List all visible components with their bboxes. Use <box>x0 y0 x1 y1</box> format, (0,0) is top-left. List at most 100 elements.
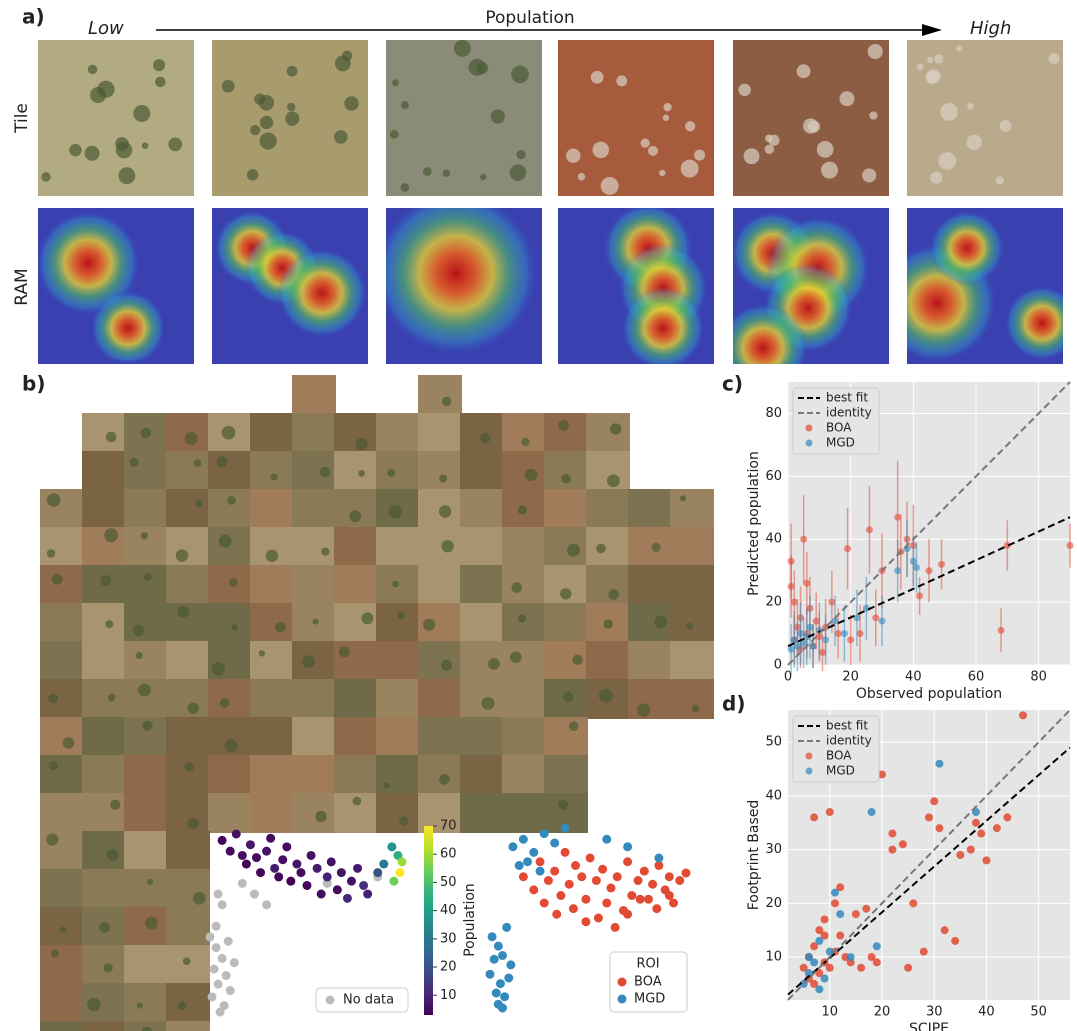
mosaic-tile <box>82 717 126 757</box>
embedding-point <box>544 876 553 885</box>
mosaic-tile <box>334 679 378 719</box>
embedding-point <box>226 986 235 995</box>
y-axis-label: Predicted population <box>746 451 762 596</box>
mosaic-tile <box>166 679 210 719</box>
embedding-point <box>561 824 570 833</box>
mosaic-texture <box>510 651 522 663</box>
embedding-point <box>395 868 404 877</box>
tile-texture <box>1000 120 1012 132</box>
tile-texture <box>956 46 962 52</box>
mosaic-tile <box>460 755 504 795</box>
mosaic-tile <box>208 603 252 643</box>
mosaic-tile <box>166 717 210 757</box>
mosaic-tile <box>250 717 294 757</box>
mosaic-tile <box>670 603 714 643</box>
y-tick-label: 40 <box>765 788 782 803</box>
tile-texture <box>116 142 133 159</box>
mosaic-tile <box>376 641 420 681</box>
mosaic-tile <box>124 489 168 529</box>
data-point <box>821 915 829 923</box>
embedding-point <box>623 842 632 851</box>
embedding-point <box>270 864 279 873</box>
tile-texture <box>392 79 399 86</box>
tile-texture <box>335 56 351 72</box>
x-tick-label: 40 <box>978 1005 995 1020</box>
mosaic-texture <box>63 737 75 749</box>
mosaic-tile <box>544 603 588 643</box>
embedding-point <box>550 867 559 876</box>
tile-texture <box>480 174 486 180</box>
mosaic-texture <box>195 500 203 508</box>
mosaic-tile <box>418 679 462 719</box>
mosaic-tile <box>334 489 378 529</box>
tile-texture <box>996 176 1004 184</box>
mosaic-tile <box>460 413 504 453</box>
mosaic-tile <box>250 565 294 605</box>
mosaic-tile <box>292 413 336 453</box>
mosaic-texture <box>439 774 450 785</box>
row-label: RAM <box>12 268 32 305</box>
y-tick-label: 10 <box>765 950 782 965</box>
mosaic-texture <box>142 721 152 731</box>
embedding-point <box>317 890 326 899</box>
embedding-point <box>212 943 221 952</box>
legend-label: identity <box>826 406 872 420</box>
colorbar-label: Population <box>462 883 478 957</box>
legend-marker <box>618 995 627 1004</box>
data-point <box>815 985 823 993</box>
embedding-point <box>347 877 356 886</box>
tile-texture <box>934 54 943 63</box>
mosaic-texture <box>188 703 199 714</box>
mosaic-tile <box>628 527 672 567</box>
embedding-point <box>581 917 590 926</box>
embedding-point <box>623 910 632 919</box>
tile-texture <box>694 150 705 161</box>
legend-label: MGD <box>826 436 855 450</box>
tile-texture <box>260 116 273 129</box>
tile-texture <box>260 132 277 149</box>
data-point <box>941 926 949 934</box>
embedding-point <box>496 979 505 988</box>
data-point <box>836 910 844 918</box>
embedding-point <box>208 992 217 1001</box>
embedding-point <box>506 960 515 969</box>
mosaic-tile <box>40 717 84 757</box>
tile-texture <box>259 95 275 111</box>
tile-texture <box>940 103 958 121</box>
mosaic-texture <box>353 797 362 806</box>
ram-tile <box>374 191 543 365</box>
embedding-point <box>246 840 255 849</box>
mosaic-texture <box>183 957 191 965</box>
mosaic-tile <box>82 413 126 453</box>
mosaic-texture <box>561 474 570 483</box>
legend-label: BOA <box>826 421 852 435</box>
mosaic-texture <box>229 578 238 587</box>
mosaic-texture <box>558 420 569 431</box>
ram-tile <box>36 208 195 366</box>
y-tick-label: 60 <box>765 469 782 484</box>
mosaic-tile <box>124 451 168 491</box>
colorbar-tick-label: 60 <box>440 847 457 862</box>
embedding-point <box>627 891 636 900</box>
data-point <box>826 964 834 972</box>
tile-texture <box>285 112 299 126</box>
tile-texture <box>797 64 811 78</box>
embedding-point <box>565 880 574 889</box>
embedding-point <box>398 857 407 866</box>
embedding-point <box>519 835 528 844</box>
embedding-point <box>353 864 362 873</box>
embedding-point <box>502 923 511 932</box>
embedding-point <box>327 857 336 866</box>
mosaic-tile <box>82 831 126 871</box>
embedding-point <box>490 955 499 964</box>
embedding-point <box>373 868 382 877</box>
legend-marker <box>806 753 813 760</box>
tile-texture <box>88 65 98 75</box>
mosaic-texture <box>129 458 138 467</box>
embedding-point <box>486 970 495 979</box>
data-point <box>831 899 839 907</box>
tile-texture <box>468 59 485 76</box>
legend-marker <box>326 996 335 1005</box>
mosaic-tile <box>586 527 630 567</box>
mosaic-texture <box>259 650 265 656</box>
